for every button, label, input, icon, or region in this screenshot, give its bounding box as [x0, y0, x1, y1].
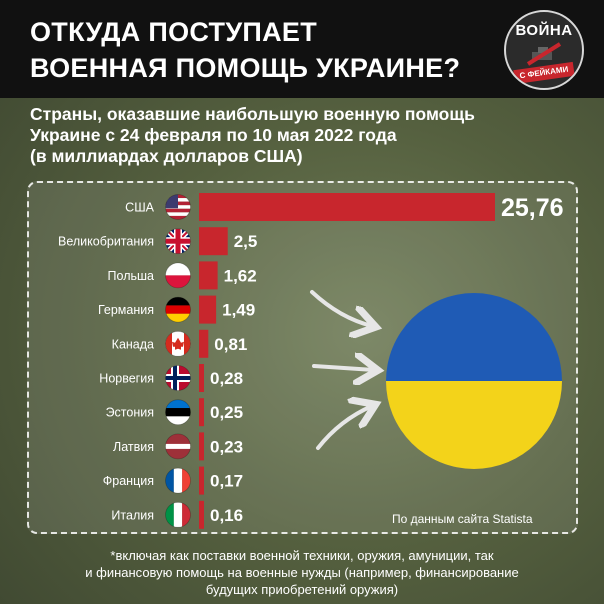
- bar: [199, 398, 204, 427]
- bar: [199, 364, 204, 392]
- header-band: [0, 0, 604, 98]
- source-note: По данным сайта Statista: [392, 512, 533, 526]
- title-line-2: ВОЕННАЯ ПОМОЩЬ УКРАИНЕ?: [30, 53, 461, 83]
- bar: [199, 466, 204, 495]
- bar: [199, 295, 217, 324]
- value-label: 1,49: [222, 301, 255, 320]
- bar-row: Норвегия 0,28: [99, 364, 243, 392]
- bar: [199, 500, 204, 529]
- bar: [199, 227, 228, 256]
- bar-row: Эстония 0,25: [106, 398, 243, 427]
- logo-top-text: ВОЙНА: [515, 22, 573, 39]
- value-label: 0,17: [210, 472, 243, 491]
- bar-row: Канада 0,81: [112, 329, 247, 358]
- bar-row: Германия 1,49: [98, 295, 255, 324]
- latvia-flag-icon: [165, 433, 191, 460]
- chart-subtitle: Страны, оказавшие наибольшую военную пом…: [30, 104, 590, 167]
- war-on-fakes-logo: ВОЙНА С ФЕЙКАМИ: [504, 10, 584, 90]
- footnote-line-3: будущих приобретений оружия): [205, 582, 399, 597]
- value-label: 0,28: [210, 369, 243, 388]
- arrow-icon-bottom: [316, 406, 372, 450]
- value-label: 0,16: [210, 506, 243, 525]
- logo-strike-icon: [526, 42, 562, 66]
- france-flag-icon: [165, 467, 191, 494]
- bar-row: Италия 0,16: [111, 500, 243, 529]
- value-label: 1,62: [224, 266, 257, 285]
- us-flag-icon: [165, 194, 191, 220]
- bar: [199, 193, 495, 221]
- category-label: Эстония: [106, 406, 154, 420]
- footnote: *включая как поставки военной техники, о…: [0, 547, 604, 598]
- subtitle-line-3: (в миллиардах долларов США): [30, 146, 303, 166]
- value-label: 0,81: [214, 335, 247, 354]
- category-label: Канада: [112, 337, 154, 351]
- title-line-1: ОТКУДА ПОСТУПАЕТ: [30, 17, 318, 47]
- category-label: Германия: [98, 303, 154, 317]
- page-title: ОТКУДА ПОСТУПАЕТ ВОЕННАЯ ПОМОЩЬ УКРАИНЕ?: [30, 14, 500, 86]
- footnote-line-2: и финансовую помощь на военные нужды (на…: [85, 565, 519, 580]
- category-label: Польша: [108, 269, 154, 283]
- value-label: 2,5: [234, 232, 258, 251]
- ukraine-flag-circle: [386, 293, 562, 469]
- ukraine-blue-half: [386, 293, 562, 381]
- value-label: 0,25: [210, 403, 243, 422]
- bar-row: Польша 1,62: [108, 261, 257, 290]
- bar-row: США 25,76: [125, 193, 564, 222]
- estonia-flag-icon: [165, 399, 191, 426]
- value-label: 25,76: [501, 194, 564, 222]
- arrow-icon-top: [310, 290, 372, 326]
- poland-flag-icon: [165, 262, 191, 289]
- category-label: Франция: [103, 474, 154, 488]
- norway-flag-icon: [165, 365, 191, 391]
- subtitle-line-1: Страны, оказавшие наибольшую военную пом…: [30, 104, 475, 124]
- category-label: США: [125, 201, 154, 215]
- category-label: Латвия: [113, 440, 154, 454]
- category-label: Италия: [111, 508, 154, 522]
- category-label: Норвегия: [99, 372, 154, 386]
- italy-flag-icon: [165, 501, 191, 528]
- bar: [199, 329, 209, 358]
- canada-flag-icon: [165, 330, 191, 357]
- germany-flag-icon: [165, 296, 191, 323]
- bar-row: Великобритания 2,5: [58, 227, 258, 256]
- uk-flag-icon: [165, 228, 191, 255]
- footnote-line-1: *включая как поставки военной техники, о…: [110, 548, 494, 563]
- ukraine-yellow-half: [386, 381, 562, 469]
- category-label: Великобритания: [58, 235, 154, 249]
- bar-row: Латвия 0,23: [113, 432, 243, 461]
- subtitle-line-2: Украине с 24 февраля по 10 мая 2022 года: [30, 125, 397, 145]
- bar: [199, 432, 204, 461]
- bar: [199, 261, 218, 290]
- bar-row: Франция 0,17: [103, 466, 243, 495]
- arrow-icon-middle: [312, 366, 374, 370]
- value-label: 0,23: [210, 437, 243, 456]
